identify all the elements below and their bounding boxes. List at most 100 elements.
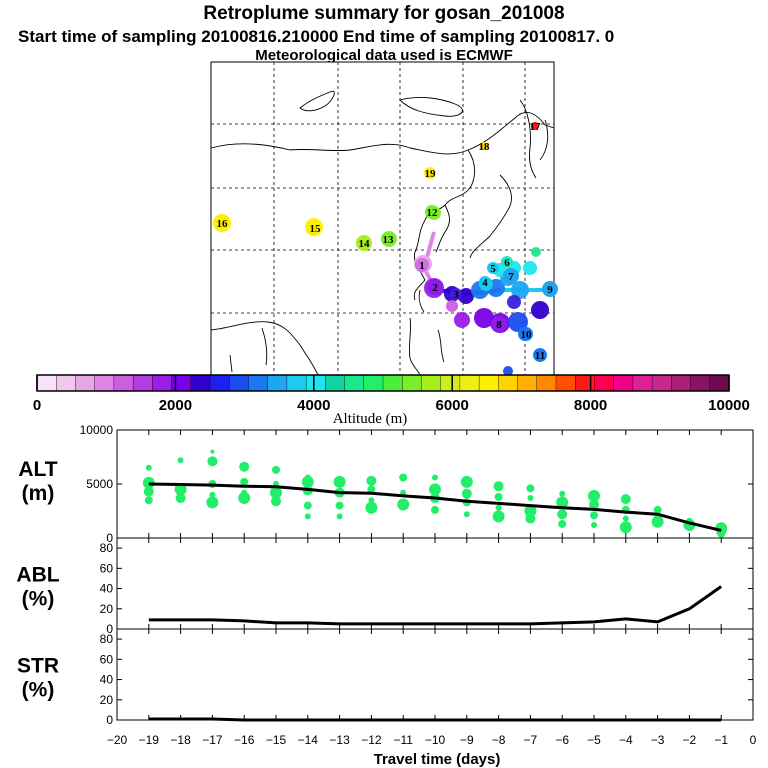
panel-label: STR (17, 655, 59, 678)
colorbar-cell (248, 374, 269, 392)
colorbar-cell (209, 374, 230, 392)
cluster-point (270, 486, 282, 499)
cluster-point (463, 511, 470, 518)
colorbar-cell (75, 374, 96, 392)
map-point-label: 7 (508, 271, 514, 283)
map-point-label: 14 (359, 238, 371, 250)
y-tick-label: 80 (100, 541, 114, 555)
cluster-marker (503, 366, 513, 376)
colorbar-cell (690, 374, 711, 392)
map-point-marker (381, 232, 395, 246)
map-point-label: 16 (217, 218, 229, 230)
colorbar-cell (305, 374, 326, 392)
colorbar-cell (613, 374, 634, 392)
x-tick-label: −12 (361, 733, 382, 747)
colorbar-label: 0 (33, 397, 41, 414)
x-tick-label: 0 (750, 733, 757, 747)
y-tick-label: 80 (100, 632, 114, 646)
y-tick-label: 0 (106, 531, 113, 545)
cluster-marker (446, 300, 458, 312)
cluster-point (558, 519, 567, 528)
cluster-point (431, 505, 439, 514)
cluster-marker (454, 312, 470, 328)
colorbar-title: Altitude (m) (333, 411, 408, 427)
panel-label: (m) (22, 482, 55, 505)
x-axis: −20 −19 −18 −17 −16 −15 −14 −13 −12 −11 −10 −9 −8 −7−… (107, 733, 757, 768)
cluster-point (145, 464, 152, 471)
map-point-marker (534, 349, 546, 361)
colorbar-cell (382, 374, 403, 392)
x-tick-label: −7 (524, 733, 538, 747)
x-tick-label: −15 (266, 733, 287, 747)
cluster-point (493, 481, 504, 492)
colorbar-cell (440, 374, 461, 392)
x-tick-label: −14 (298, 733, 319, 747)
colorbar-label: 2000 (159, 397, 192, 414)
colorbar-cell (363, 374, 384, 392)
y-tick-label: 40 (100, 673, 114, 687)
y-tick-label: 40 (100, 582, 114, 596)
map-point-label: 10 (521, 329, 533, 341)
colorbar-cell (152, 374, 173, 392)
cluster-marker (511, 281, 529, 299)
x-tick-label: −4 (619, 733, 633, 747)
x-tick-label: −10 (425, 733, 446, 747)
cluster-point (588, 489, 600, 502)
colorbar-cell (267, 374, 288, 392)
cluster-marker (531, 247, 541, 257)
cluster-point (366, 475, 377, 486)
panel-label: ABL (16, 564, 59, 587)
cluster-point (557, 509, 568, 520)
map-point-marker (480, 142, 488, 150)
colorbar-cell (517, 374, 538, 392)
cluster-point (301, 475, 314, 488)
colorbar-cell (325, 374, 346, 392)
x-tick-label: −19 (139, 733, 160, 747)
x-tick-label: −2 (683, 733, 697, 747)
map-point-label: 19 (425, 168, 437, 180)
map-point-label: 2 (432, 282, 438, 294)
cluster-point (207, 456, 218, 467)
cluster-point (239, 461, 250, 472)
colorbar-label: 6000 (436, 397, 469, 414)
x-tick-label: −20 (107, 733, 128, 747)
x-tick-label: −8 (492, 733, 506, 747)
coastlines (210, 90, 555, 376)
series-line-str (148, 717, 722, 722)
cluster-point (367, 485, 376, 494)
map-point-marker (491, 316, 507, 332)
cluster-point (590, 511, 598, 520)
cluster-point (365, 501, 378, 514)
panel-label: ALT (18, 458, 57, 481)
y-tick-label: 20 (100, 602, 114, 616)
x-tick-label: −3 (651, 733, 665, 747)
colorbar-cell (344, 374, 365, 392)
panel-frame (116, 537, 754, 630)
map-point-label: 12 (427, 207, 439, 219)
cluster-point (651, 515, 664, 528)
cluster-point (272, 465, 280, 474)
cluster-point (717, 529, 726, 538)
cluster-point (619, 521, 632, 534)
figure-title: Retroplume summary for gosan_201008 (203, 3, 565, 24)
cluster-marker (458, 288, 474, 304)
map-point-marker (503, 268, 519, 284)
cluster-marker (507, 295, 521, 309)
panel-label: (%) (22, 679, 55, 702)
cluster-point (144, 496, 153, 505)
cluster-marker (474, 308, 494, 328)
x-tick-label: −6 (555, 733, 569, 747)
colorbar-cell (555, 374, 576, 392)
map-point-marker (450, 288, 462, 300)
colorbar-cell (709, 374, 730, 392)
cluster-point (524, 505, 537, 517)
map-point-label: 6 (504, 257, 510, 269)
colorbar-label: 10000 (708, 397, 750, 414)
map-point-label: 13 (383, 234, 395, 246)
y-tick-label: 60 (100, 561, 114, 575)
cluster-point (397, 498, 410, 511)
colorbar-cell (498, 374, 519, 392)
meteo-data-line: Meteorological data used is ECMWF (255, 47, 513, 64)
map-point-label: 11 (535, 350, 545, 362)
